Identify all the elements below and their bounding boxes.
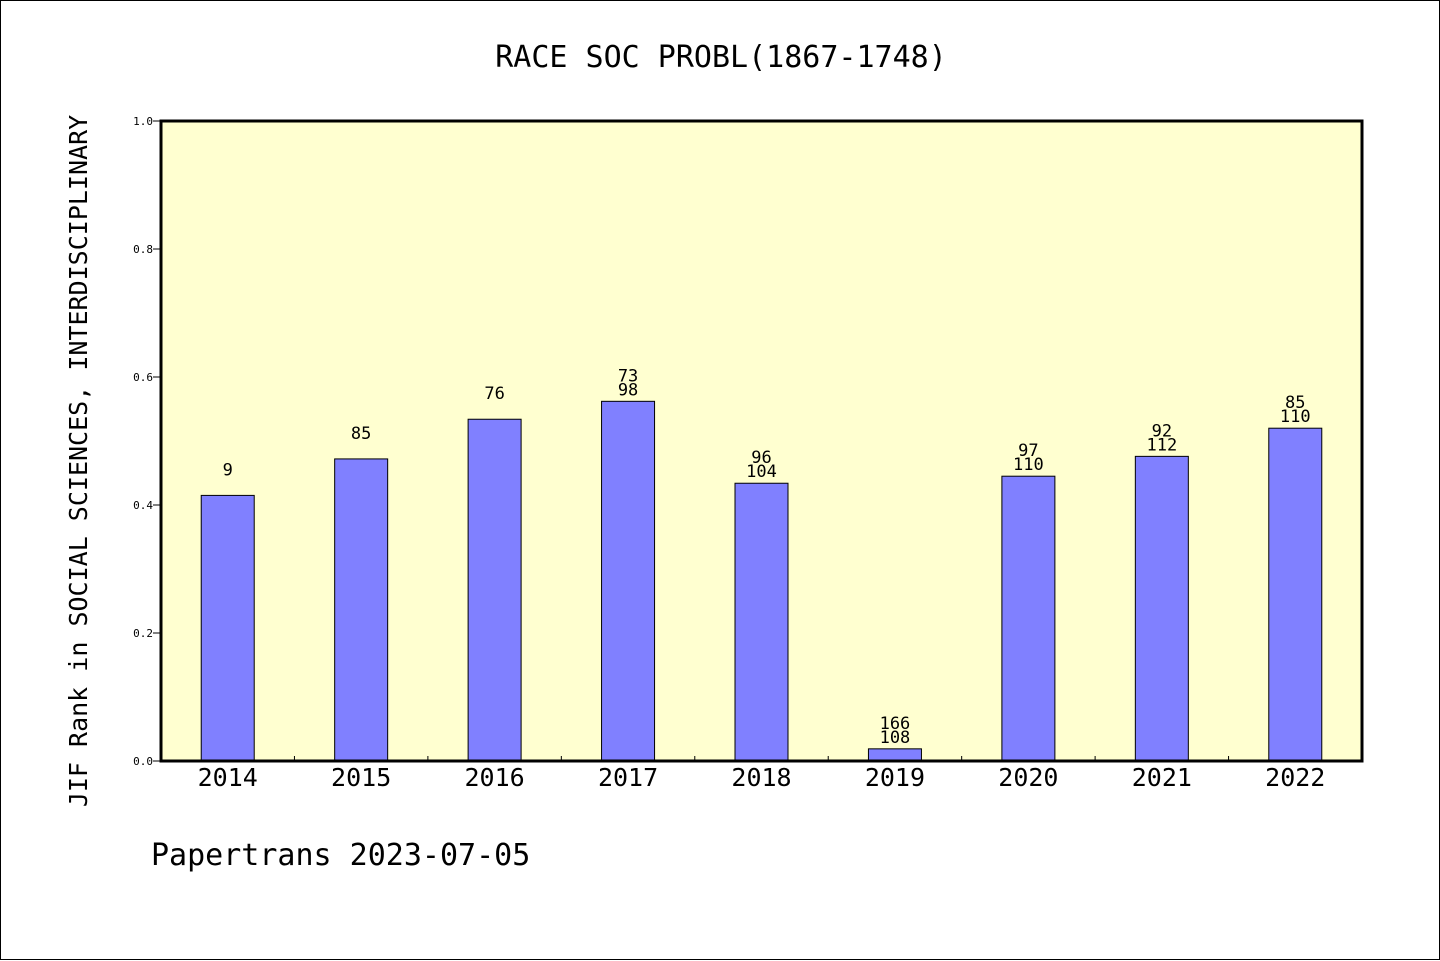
y-tick-label: 0.6	[133, 371, 153, 384]
data-label: 104	[746, 462, 777, 482]
x-tick-label: 2021	[1132, 763, 1192, 792]
x-tick-label: 2015	[331, 763, 391, 792]
data-label: 108	[880, 728, 911, 748]
x-axis: 2014 2015 2016 2017 2018 2019 2020 2021 2022	[198, 756, 1325, 792]
data-label: 166	[880, 714, 911, 734]
data-label: 96	[751, 448, 771, 468]
x-tick-label: 2014	[198, 763, 258, 792]
x-tick-label: 2016	[465, 763, 525, 792]
x-tick-label: 2017	[598, 763, 658, 792]
y-tick-label: 0.8	[133, 243, 153, 256]
data-label: 112	[1146, 435, 1177, 455]
data-label: 110	[1013, 455, 1044, 475]
y-axis: 0.0 0.2 0.4 0.6 0.8 1.0	[133, 115, 161, 768]
bar-2015	[334, 458, 389, 762]
y-tick-label: 0.4	[133, 499, 153, 512]
data-label: 92	[1152, 421, 1172, 441]
data-label: 85	[351, 424, 371, 444]
data-label: 76	[484, 384, 504, 404]
chart-title: RACE SOC PROBL(1867-1748)	[495, 40, 947, 75]
y-tick-label: 1.0	[133, 115, 153, 128]
data-label: 97	[1018, 441, 1038, 461]
bar-2022	[1268, 427, 1323, 762]
x-tick-label: 2020	[998, 763, 1058, 792]
data-label: 110	[1280, 407, 1311, 427]
data-label: 73	[618, 366, 638, 386]
data-label: 85	[1285, 393, 1305, 413]
bar-2016	[467, 418, 522, 762]
y-tick-label: 0.0	[133, 755, 153, 768]
plot-border	[159, 119, 1364, 763]
data-label: 98	[618, 380, 638, 400]
bar-2017	[601, 400, 656, 762]
bar-2019	[867, 748, 922, 762]
footer-text: Papertrans 2023-07-05	[151, 838, 530, 873]
x-tick-label: 2019	[865, 763, 925, 792]
y-axis-label: JIF Rank in SOCIAL SCIENCES, INTERDISCIP…	[64, 115, 93, 807]
bars-group	[200, 400, 1323, 762]
x-tick-label: 2022	[1265, 763, 1325, 792]
bar-2020	[1001, 475, 1056, 762]
data-label: 9	[223, 460, 233, 480]
bar-2018	[734, 482, 789, 762]
bar-2021	[1134, 455, 1189, 762]
x-tick-label: 2018	[731, 763, 791, 792]
bar-2014	[200, 494, 255, 762]
y-tick-label: 0.2	[133, 627, 153, 640]
